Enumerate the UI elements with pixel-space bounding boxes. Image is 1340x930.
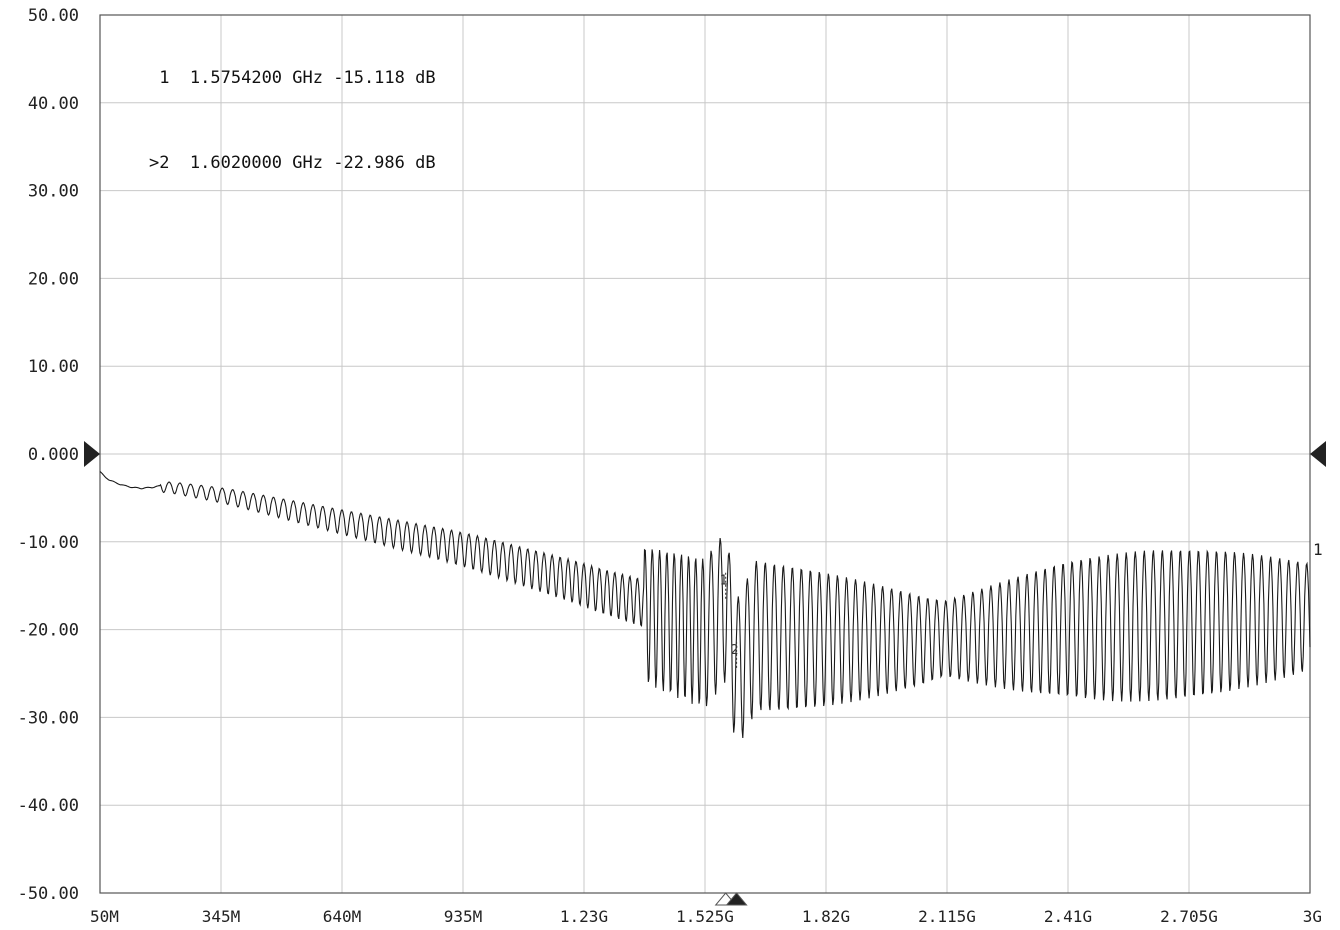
x-tick-label: 1.23G: [560, 907, 608, 926]
marker-label: 1: [720, 574, 728, 589]
reference-level-arrows: [84, 441, 1326, 467]
x-tick-label: 345M: [202, 907, 241, 926]
y-tick-label: -30.00: [18, 708, 79, 728]
marker-readout-row: >2 1.6020000 GHz -22.986 dB: [108, 138, 436, 189]
y-tick-label: 30.00: [28, 182, 79, 202]
marker-value: -15.118 dB: [333, 68, 436, 88]
marker-frequency: 1.6020000 GHz: [189, 153, 323, 173]
x-tick-label: 1.82G: [802, 907, 850, 926]
trace-end-label: 1: [1313, 540, 1323, 559]
marker-frequency: 1.5754200 GHz: [189, 68, 323, 88]
y-axis: 50.00 40.00 30.00 20.00 10.00 0.000 -10.00 -20.…: [18, 6, 79, 904]
marker-readout: 1 1.5754200 GHz -15.118 dB >2 1.6020000 …: [108, 19, 436, 206]
marker-triangle: [725, 892, 748, 906]
marker-glyphs: 12: [714, 572, 748, 906]
x-tick-label: 2.115G: [918, 907, 976, 926]
y-tick-label: 50.00: [28, 6, 79, 26]
x-tick-label: 50M: [90, 907, 119, 926]
marker-label: 2: [731, 643, 739, 658]
marker-readout-row: 1 1.5754200 GHz -15.118 dB: [108, 53, 436, 104]
y-tick-label: -40.00: [18, 796, 79, 816]
y-tick-label: -10.00: [18, 533, 79, 553]
marker-prefix: 1: [148, 68, 170, 88]
y-tick-label: 40.00: [28, 94, 79, 114]
x-tick-label: 1.525G: [676, 907, 734, 926]
marker-value: -22.986 dB: [333, 153, 436, 173]
y-tick-label: -20.00: [18, 621, 79, 641]
y-tick-label: -50.00: [18, 884, 79, 904]
x-tick-label: 3G: [1303, 907, 1322, 926]
reference-arrow-left: [84, 441, 100, 467]
x-tick-label: 2.705G: [1160, 907, 1218, 926]
reference-arrow-right: [1310, 441, 1326, 467]
y-tick-label: 10.00: [28, 357, 79, 377]
marker-prefix: >2: [148, 153, 170, 173]
y-tick-label: 20.00: [28, 269, 79, 289]
x-axis: 50M 345M 640M 935M 1.23G 1.525G 1.82G 2.115G 2.4…: [90, 907, 1322, 926]
x-tick-label: 640M: [323, 907, 362, 926]
trace-line: [99, 471, 1311, 739]
y-tick-label: 0.000: [28, 445, 79, 465]
x-tick-label: 2.41G: [1044, 907, 1092, 926]
x-tick-label: 935M: [444, 907, 483, 926]
